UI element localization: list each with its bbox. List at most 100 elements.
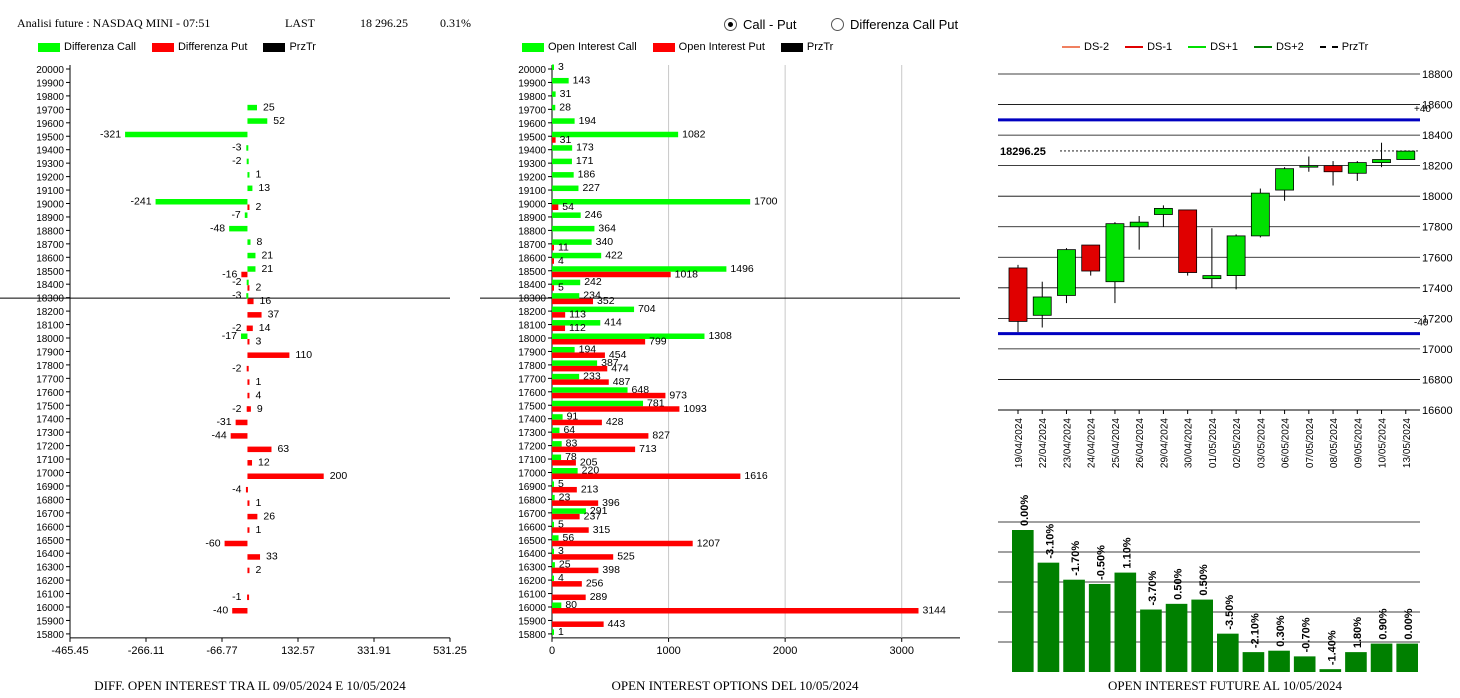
last-value: 18 296.25	[360, 16, 408, 30]
oi-future-bar	[1191, 599, 1213, 672]
oi-bar	[552, 244, 554, 251]
oi-bar	[552, 460, 576, 466]
bar-value-label: 0.90%	[1378, 608, 1390, 639]
y-tick-label: 20000	[36, 65, 64, 76]
y-tick-label: 17800	[518, 361, 546, 372]
y-tick-label: 19200	[518, 173, 546, 184]
y-tick-label: 16300	[518, 563, 546, 574]
y-tick-label: 18300	[36, 294, 64, 305]
diff-bar	[247, 527, 250, 533]
y-tick-label: 19900	[36, 78, 64, 89]
bar-value-label: 25	[263, 101, 275, 113]
oi-bar	[552, 608, 919, 614]
x-tick-label: 09/05/2024	[1353, 418, 1364, 468]
left-chart-caption: DIFF. OPEN INTEREST TRA IL 09/05/2024 E …	[94, 678, 406, 693]
legend-line-prztr	[1319, 46, 1338, 48]
diff-bar	[247, 379, 250, 385]
oi-bar	[552, 333, 705, 339]
bar-value-label: 64	[563, 424, 575, 436]
oi-bar	[552, 594, 586, 601]
y-tick-label: 18800	[36, 226, 64, 237]
y-tick-label: 16200	[518, 576, 546, 587]
diff-bar	[247, 239, 251, 245]
radio-diff-call-put[interactable]: Differenza Call Put	[831, 17, 958, 32]
x-tick-label: 0	[549, 645, 555, 657]
bar-value-label: 14	[259, 322, 271, 334]
bar-value-label: 11	[558, 241, 569, 253]
y-tick-label: 18700	[36, 240, 64, 251]
oi-bar	[552, 360, 598, 366]
oi-future-bar	[1242, 652, 1265, 672]
y-tick-label: 18500	[36, 267, 64, 278]
bar-value-label: 16	[260, 295, 272, 307]
bar-value-label: -2	[232, 276, 241, 288]
bar-value-label: -7	[231, 209, 240, 221]
bar-value-label: -0.50%	[1096, 545, 1108, 580]
diff-bar	[247, 312, 262, 318]
bar-value-label: 5	[558, 518, 564, 530]
candle-body	[1299, 165, 1319, 168]
bar-value-label: 289	[590, 591, 608, 603]
oi-bar	[552, 212, 581, 218]
y-tick-label: 18800	[1422, 69, 1453, 81]
legend-label: PrzTr	[1341, 41, 1369, 53]
y-tick-label: 17900	[36, 347, 64, 358]
x-tick-label: -66.77	[206, 645, 237, 657]
oi-future-bar	[1268, 650, 1290, 672]
bar-value-label: 173	[576, 142, 594, 154]
x-tick-label: 22/04/2024	[1038, 418, 1049, 468]
y-tick-label: 19400	[36, 146, 64, 157]
bar-value-label: 143	[573, 74, 591, 86]
diff-bar	[247, 285, 250, 291]
bar-value-label: 3	[558, 545, 564, 557]
oi-bar	[552, 325, 566, 332]
y-tick-label: 18200	[36, 307, 64, 318]
bar-value-label: -2	[232, 322, 241, 334]
oi-bar	[552, 400, 644, 407]
bar-value-label: 91	[567, 411, 579, 423]
diff-bar	[247, 500, 250, 506]
radio-call-put[interactable]: Call - Put	[724, 17, 796, 32]
y-tick-label: 19800	[518, 92, 546, 103]
oi-bar	[552, 346, 575, 353]
open-interest-future-chart: 0.00% -3.10% -1.70% -0.50% 1.10% -3.70% 0.50% 0…	[998, 495, 1420, 672]
bar-value-label: 205	[580, 457, 598, 469]
y-tick-label: 17900	[518, 347, 546, 358]
bar-value-label: 31	[560, 88, 572, 100]
bar-value-label: 1	[558, 626, 564, 638]
bar-value-label: -44	[211, 430, 226, 442]
bar-value-label: -1	[232, 591, 241, 603]
y-tick-label: 18200	[518, 307, 546, 318]
y-tick-label: 17300	[36, 428, 64, 439]
y-tick-label: 19600	[36, 119, 64, 130]
bar-value-label: -17	[222, 330, 237, 342]
legend-line-ds-2	[1062, 46, 1080, 48]
y-tick-label: 15900	[518, 616, 546, 627]
bar-value-label: 0.00%	[1403, 608, 1415, 639]
oi-bar	[552, 252, 602, 259]
y-tick-label: 19300	[36, 159, 64, 170]
y-tick-label: 17800	[36, 361, 64, 372]
bar-value-label: 1	[255, 524, 261, 536]
legend-label: DS+1	[1210, 41, 1238, 53]
radio-call-put-label: Call - Put	[743, 17, 797, 32]
y-tick-label: 18400	[1422, 130, 1453, 142]
y-tick-label: 16800	[1422, 374, 1453, 386]
bar-value-label: -2.10%	[1249, 613, 1261, 648]
diff-bar	[245, 486, 248, 493]
oi-bar	[552, 535, 559, 541]
oi-bar	[552, 419, 602, 426]
oi-bar	[552, 91, 556, 97]
x-tick-label: 06/05/2024	[1281, 418, 1292, 468]
open-interest-options-chart: 2000019900198001970019600195001940019300…	[480, 61, 960, 657]
bar-value-label: 110	[295, 349, 312, 361]
oi-future-bar	[1012, 530, 1034, 672]
diff-bar	[247, 554, 261, 560]
y-tick-label: 19800	[36, 92, 64, 103]
diff-bar	[241, 271, 248, 278]
left-legend: Differenza Call Differenza Put PrzTr	[38, 41, 326, 53]
oi-bar	[552, 406, 680, 412]
x-tick-label: -465.45	[51, 645, 88, 657]
candle-body	[1275, 168, 1294, 191]
legend-line-ds+1	[1188, 46, 1207, 48]
